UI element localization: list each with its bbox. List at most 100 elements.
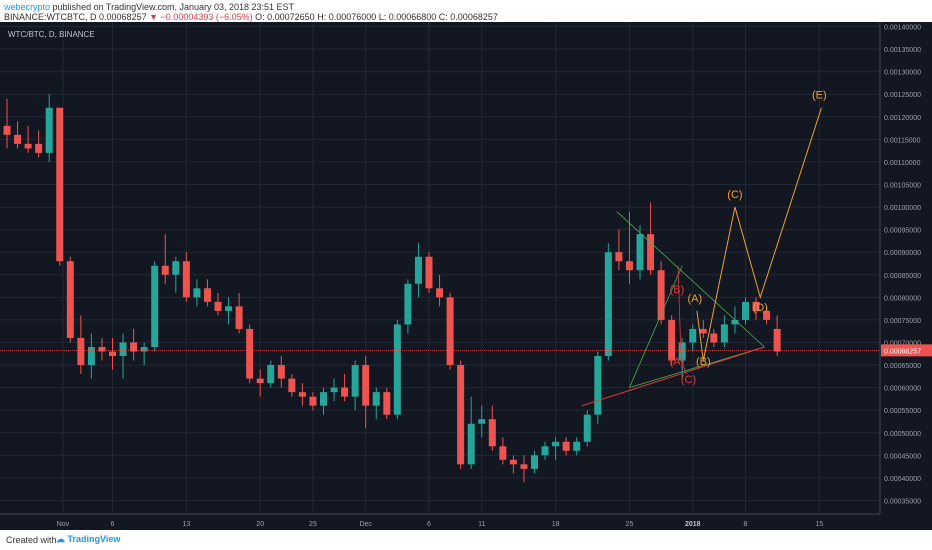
candle-down [362, 365, 370, 406]
x-tick-label: 20 [256, 521, 264, 528]
y-tick-label: 0.00085000 [884, 273, 921, 280]
footer: Created with ☁ TradingView [0, 530, 932, 550]
candle-down [130, 342, 138, 352]
candle-up [330, 387, 338, 393]
created-with-text: Created with [6, 535, 57, 545]
last-price: 0.00068257 [99, 12, 147, 22]
candle-up [404, 283, 412, 325]
candle-up [372, 392, 380, 406]
y-tick-label: 0.00125000 [884, 92, 921, 99]
quote-line: BINANCE:WTCBTC, D 0.00068257 ▼ −0.000043… [4, 12, 498, 22]
candle-down [235, 306, 243, 329]
candle-down [3, 125, 11, 135]
candle-down [341, 387, 349, 397]
candle-down [109, 351, 116, 357]
candle-down [246, 328, 254, 379]
candle-up [731, 319, 739, 325]
candle-up [119, 342, 127, 357]
publish-header: webecrypto published on TradingView.com,… [0, 0, 932, 22]
candle-up [225, 306, 233, 311]
x-tick-label: 6 [427, 521, 431, 528]
candle-down [436, 288, 444, 298]
candle-up [351, 365, 359, 397]
candle-down [710, 333, 718, 343]
candlestick-chart[interactable]: 0.00140000 0.00135000 0.00130000 0.00125000… [0, 22, 932, 530]
y-tick-label: 0.00140000 [884, 25, 921, 32]
y-tick-label: 0.00060000 [884, 386, 921, 393]
y-tick-label: 0.00075000 [884, 318, 921, 325]
candle-down [699, 328, 707, 334]
candle-up [742, 301, 749, 320]
y-tick-label: 0.00065000 [884, 363, 921, 370]
y-tick-label: 0.00110000 [884, 160, 921, 167]
candle-down [214, 301, 222, 311]
candle-up [151, 265, 159, 347]
y-tick-label: 0.00050000 [884, 431, 921, 438]
x-tick-label: 2018 [685, 521, 701, 528]
candle-down [203, 288, 211, 302]
y-tick-label: 0.00055000 [884, 408, 921, 415]
candle-down [182, 261, 190, 298]
y-tick-label: 0.00130000 [884, 70, 921, 77]
candle-up [636, 234, 644, 271]
x-tick-label: 25 [309, 521, 317, 528]
candle-down [615, 252, 623, 262]
candle-down [383, 392, 391, 415]
candle-up [541, 446, 549, 456]
x-tick-label: 25 [626, 521, 634, 528]
candle-down [277, 365, 285, 379]
author-link[interactable]: webecrypto [4, 2, 51, 12]
candle-up [531, 455, 538, 469]
candle-down [161, 265, 169, 275]
y-tick-label: 0.00120000 [884, 115, 921, 122]
candle-up [583, 414, 591, 442]
last-price-tag [881, 344, 932, 357]
y-tick-label: 0.00070000 [884, 340, 921, 347]
x-tick-label: 8 [744, 521, 748, 528]
wave-label-orange: (A) [688, 293, 703, 305]
candle-down [77, 337, 85, 366]
wave-label-red: (C) [681, 374, 696, 386]
y-tick-label: 0.00100000 [884, 205, 921, 212]
wave-label-red: (B) [670, 284, 685, 296]
x-tick-label: 6 [111, 521, 115, 528]
x-tick-label: 11 [478, 521, 485, 528]
red-subwave-path [677, 265, 687, 375]
candle-up [87, 346, 95, 366]
candle-down [457, 365, 465, 465]
candle-down [446, 297, 454, 366]
y-tick-label: 0.00045000 [884, 453, 921, 460]
candle-down [668, 319, 676, 361]
triangle-left-line [629, 265, 683, 388]
candle-up [689, 328, 697, 343]
candle-up [320, 392, 327, 406]
x-tick-label: 13 [182, 521, 190, 528]
candle-down [98, 346, 106, 352]
tradingview-logo[interactable]: ☁ TradingView [56, 534, 121, 544]
y-tick-label: 0.00035000 [884, 498, 921, 505]
candle-down [520, 464, 528, 469]
candle-down [509, 459, 517, 465]
x-tick-label: Nov [57, 521, 70, 528]
wave-label-orange: (C) [727, 189, 742, 201]
projection-path [696, 107, 822, 361]
last-price-label: 0.00068257 [884, 348, 921, 355]
tradingview-brand: TradingView [67, 534, 121, 544]
y-tick-label: 0.00090000 [884, 250, 921, 257]
candle-up [414, 256, 422, 284]
candle-up [478, 419, 486, 424]
published-text: published on TradingView.com, January 03… [52, 2, 295, 12]
support-trendline [581, 346, 765, 407]
candle-down [66, 261, 74, 338]
publish-line: webecrypto published on TradingView.com,… [4, 2, 294, 12]
symbol-line: BINANCE:WTCBTC, D [4, 12, 97, 22]
candle-down [499, 446, 507, 460]
candle-down [773, 328, 781, 352]
candle-up [678, 342, 686, 361]
candle-down [24, 143, 32, 149]
candle-up [594, 356, 602, 415]
candle-down [425, 256, 433, 289]
down-arrow-icon: ▼ [149, 12, 159, 22]
candle-up [393, 324, 401, 415]
chart-area[interactable]: 0.00140000 0.00135000 0.00130000 0.00125000… [0, 22, 932, 530]
